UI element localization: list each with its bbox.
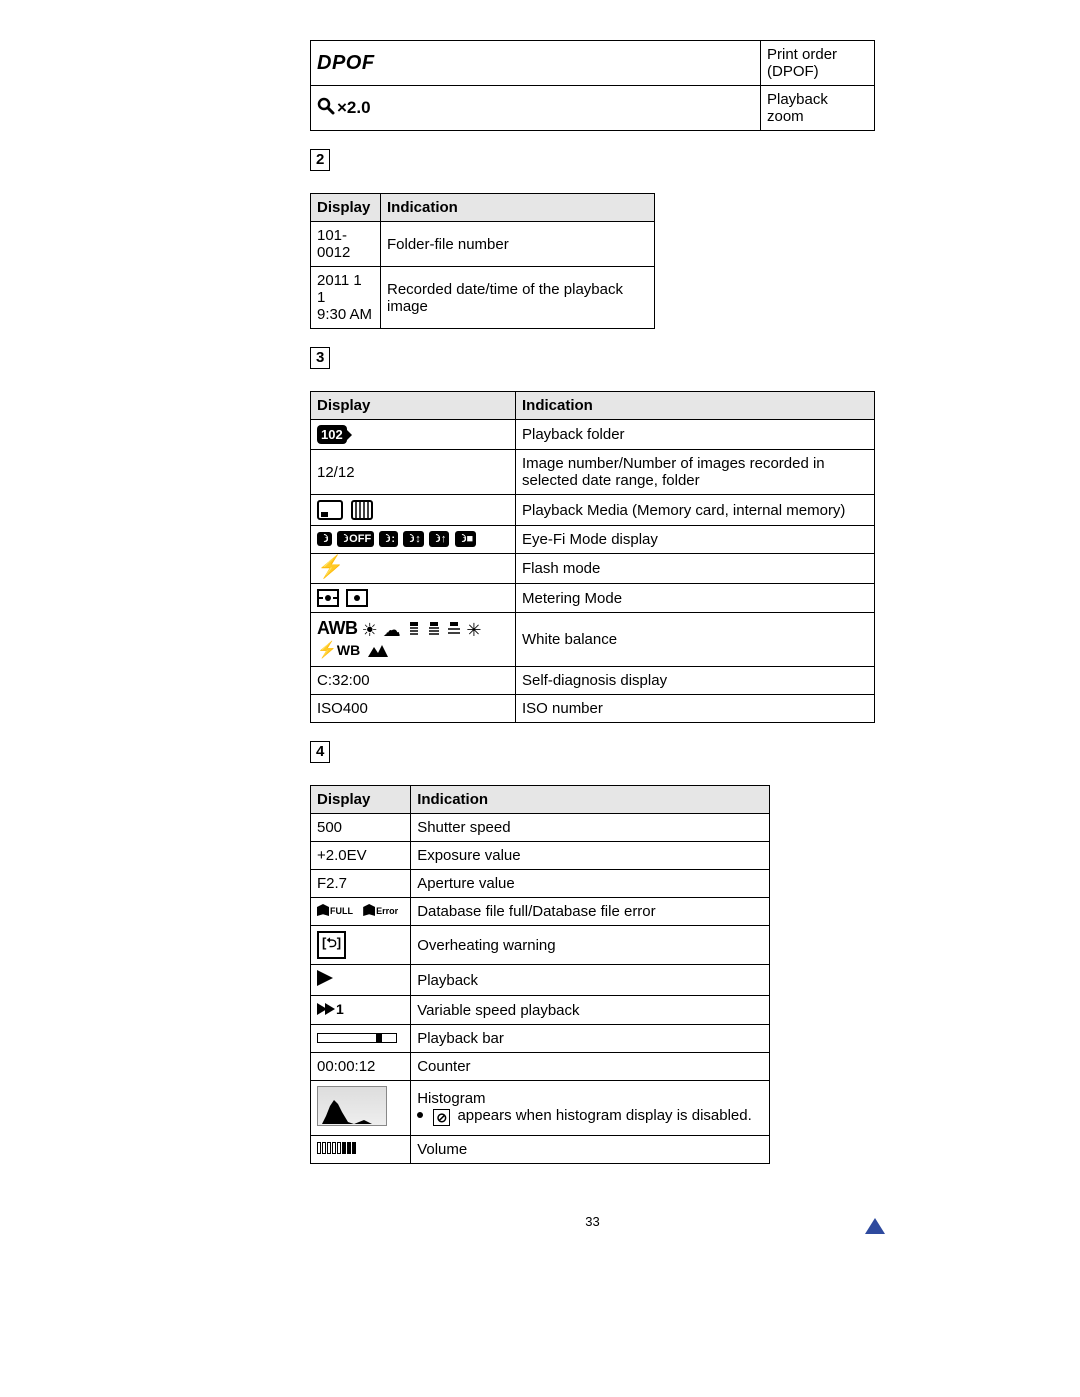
table-header: Display Indication xyxy=(311,392,875,420)
table-row: +2.0EVExposure value xyxy=(311,842,770,870)
table-header: Display Indication xyxy=(311,786,770,814)
indication-cell: Playback zoom xyxy=(761,86,875,131)
table-row: ⚡ Flash mode xyxy=(311,554,875,584)
table-row: DPOF Print order (DPOF) xyxy=(311,41,875,86)
table-section-3: Display Indication 102 Playback folder 1… xyxy=(310,391,875,723)
table-section-4: Display Indication 500Shutter speed +2.0… xyxy=(310,785,770,1164)
histogram-icon xyxy=(317,1086,387,1126)
playback-media-icons xyxy=(311,495,516,526)
histogram-label: Histogram xyxy=(417,1090,485,1107)
table-row: 2011 1 1 9:30 AM Recorded date/time of t… xyxy=(311,267,655,329)
magnifier-icon xyxy=(317,97,335,119)
table-row: Playback Media (Memory card, internal me… xyxy=(311,495,875,526)
database-error-icons: FULL Error xyxy=(311,898,411,926)
table-row: 12/12 Image number/Number of images reco… xyxy=(311,450,875,495)
volume-icon xyxy=(317,1142,356,1154)
table-row: OFF : ↕ ↑ ■ Eye-Fi Mode display xyxy=(311,526,875,554)
bullet-icon xyxy=(417,1112,423,1118)
table-row: 500Shutter speed xyxy=(311,814,770,842)
dpof-icon: DPOF xyxy=(317,52,375,74)
table-header: Display Indication xyxy=(311,194,655,222)
playback-bar-icon xyxy=(317,1033,397,1043)
table-row: Metering Mode xyxy=(311,584,875,613)
table-row: Playback bar xyxy=(311,1025,770,1053)
table-row: F2.7Aperture value xyxy=(311,870,770,898)
histogram-note: appears when histogram display is disabl… xyxy=(457,1107,751,1124)
table-row: 101-0012 Folder-file number xyxy=(311,222,655,267)
zoom-label: ×2.0 xyxy=(337,98,371,117)
table-row: Histogram ⊘ appears when histogram displ… xyxy=(311,1081,770,1136)
metering-mode-icons xyxy=(311,584,516,613)
flash-icon: ⚡ xyxy=(317,554,344,579)
table-row: AWB ☀ ☁ ✳ ⚡WB White balance xyxy=(311,613,875,667)
table-row: FULL Error Database file full/Database f… xyxy=(311,898,770,926)
play-icon xyxy=(317,970,333,986)
table-row: ISO400 ISO number xyxy=(311,695,875,723)
page-number: 33 xyxy=(310,1214,875,1229)
table-row: C:32:00 Self-diagnosis display xyxy=(311,667,875,695)
overheat-icon: [⮌] xyxy=(317,931,346,959)
playback-folder-icon: 102 xyxy=(317,425,347,444)
table-row: 1 Variable speed playback xyxy=(311,996,770,1025)
section-marker-4: 4 xyxy=(310,741,330,763)
white-balance-icons: AWB ☀ ☁ ✳ ⚡WB xyxy=(311,613,516,667)
back-to-top-icon[interactable] xyxy=(865,1218,885,1234)
section-marker-3: 3 xyxy=(310,347,330,369)
table-row: Volume xyxy=(311,1136,770,1164)
fast-forward-icon: 1 xyxy=(317,1001,344,1017)
section-marker-2: 2 xyxy=(310,149,330,171)
table-dpof-zoom: DPOF Print order (DPOF) ×2.0 Playback zo… xyxy=(310,40,875,131)
table-section-2: Display Indication 101-0012 Folder-file … xyxy=(310,193,655,329)
table-row: [⮌] Overheating warning xyxy=(311,926,770,965)
histogram-disabled-icon: ⊘ xyxy=(433,1109,450,1126)
eyefi-mode-icons: OFF : ↕ ↑ ■ xyxy=(311,526,516,554)
table-row: Playback xyxy=(311,965,770,996)
table-row: 00:00:12Counter xyxy=(311,1053,770,1081)
indication-cell: Print order (DPOF) xyxy=(761,41,875,86)
table-row: 102 Playback folder xyxy=(311,420,875,450)
table-row: ×2.0 Playback zoom xyxy=(311,86,875,131)
